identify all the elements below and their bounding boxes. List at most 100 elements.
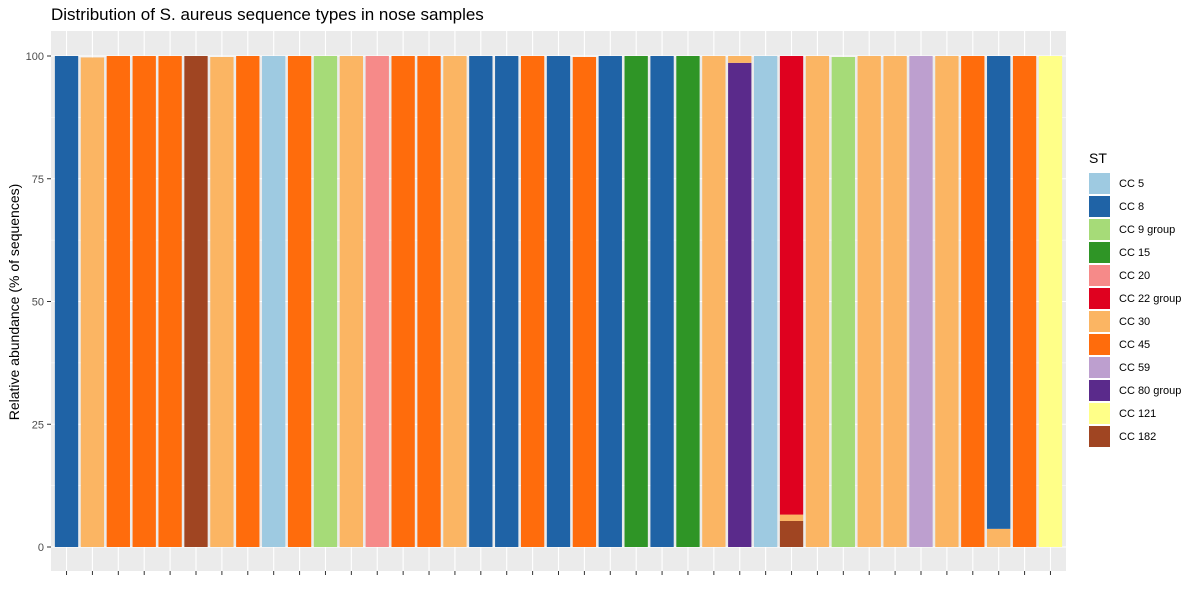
legend-swatch — [1089, 403, 1110, 424]
y-tick-label: 50 — [32, 297, 44, 309]
legend-item: CC 121 — [1089, 402, 1181, 425]
legend-item: CC 22 group — [1089, 287, 1181, 310]
legend-item: CC 30 — [1089, 310, 1181, 333]
legend-item: CC 59 — [1089, 356, 1181, 379]
chart-title: Distribution of S. aureus sequence types… — [51, 5, 484, 24]
legend-item: CC 8 — [1089, 195, 1181, 218]
bar-segment-cc-182 — [779, 520, 804, 547]
bar-segment-cc-30 — [857, 56, 881, 547]
bar-segment-cc-8 — [598, 56, 622, 547]
bar-segment-cc-30 — [883, 56, 907, 547]
bar-segment-cc-45 — [106, 56, 130, 547]
bar-26 — [702, 56, 726, 547]
bar-18 — [495, 56, 519, 547]
bar-32 — [857, 56, 881, 547]
bar-segment-cc-30 — [339, 56, 364, 547]
bar-segment-cc-30 — [702, 56, 726, 547]
bar-segment-cc-8 — [650, 56, 674, 547]
bar-29 — [779, 56, 804, 547]
bar-25 — [676, 56, 700, 547]
legend-item: CC 20 — [1089, 264, 1181, 287]
legend-item: CC 80 group — [1089, 379, 1181, 402]
bar-segment-cc-9-group — [313, 56, 338, 547]
bar-14 — [391, 56, 415, 547]
bar-segment-cc-9-group — [831, 56, 855, 548]
bar-17 — [469, 56, 493, 547]
bar-segment-cc-20 — [365, 56, 389, 547]
bar-segment-cc-5 — [753, 56, 778, 547]
legend-swatch — [1089, 334, 1110, 355]
bar-10 — [287, 56, 312, 547]
bar-segment-cc-45 — [236, 56, 260, 547]
bar-2 — [80, 57, 105, 548]
bar-7 — [210, 56, 234, 548]
legend-label: CC 20 — [1119, 269, 1151, 282]
bar-5 — [158, 56, 182, 547]
bar-segment-cc-30 — [728, 56, 752, 63]
legend-label: CC 9 group — [1119, 223, 1176, 236]
legend-label: CC 121 — [1119, 407, 1157, 420]
legend-swatch — [1089, 311, 1110, 332]
bar-segment-cc-45 — [158, 56, 182, 547]
bar-34 — [909, 56, 933, 547]
bar-13 — [365, 56, 389, 547]
legend-item: CC 5 — [1089, 172, 1181, 195]
bar-19 — [520, 56, 545, 547]
bar-36 — [961, 56, 985, 547]
legend-label: CC 59 — [1119, 361, 1151, 374]
y-tick-label: 0 — [38, 542, 44, 554]
legend-swatch — [1089, 219, 1110, 240]
bar-12 — [339, 56, 364, 547]
legend-item: CC 9 group — [1089, 218, 1181, 241]
bar-segment-cc-45 — [417, 56, 441, 547]
bar-31 — [831, 56, 855, 548]
bar-segment-cc-30 — [805, 56, 830, 547]
bar-segment-cc-45 — [391, 56, 415, 547]
legend-item: CC 182 — [1089, 425, 1181, 448]
bar-27 — [728, 56, 752, 548]
bar-segment-cc-30 — [779, 514, 804, 521]
bar-segment-cc-59 — [909, 56, 933, 547]
bar-segment-cc-15 — [676, 56, 700, 547]
bar-segment-cc-182 — [184, 56, 208, 547]
bar-segment-cc-5 — [262, 56, 286, 547]
bar-39 — [1038, 56, 1063, 547]
legend-label: CC 8 — [1119, 200, 1145, 213]
bar-segment-cc-8 — [546, 56, 571, 547]
bar-segment-cc-30 — [80, 57, 105, 548]
bar-1 — [54, 56, 79, 547]
legend-swatch — [1089, 242, 1110, 263]
bar-4 — [132, 56, 156, 547]
x-axis — [66, 571, 1051, 575]
bar-38 — [1012, 56, 1037, 547]
legend-swatch — [1089, 196, 1110, 217]
legend-swatch — [1089, 426, 1110, 447]
bar-22 — [598, 56, 622, 547]
bars — [54, 56, 1063, 548]
legend-swatch — [1089, 357, 1110, 378]
bar-6 — [184, 56, 208, 547]
legend-label: CC 5 — [1119, 177, 1145, 190]
bar-segment-cc-45 — [961, 56, 985, 547]
bar-20 — [546, 56, 571, 547]
bar-segment-cc-30 — [935, 56, 959, 547]
bar-3 — [106, 56, 130, 547]
legend-label: CC 22 group — [1119, 292, 1182, 305]
legend-label: CC 15 — [1119, 246, 1151, 259]
legend-swatch — [1089, 265, 1110, 286]
bar-37 — [987, 56, 1011, 547]
y-tick-label: 100 — [26, 51, 44, 63]
bar-9 — [262, 56, 286, 547]
bar-30 — [805, 56, 830, 547]
bar-21 — [572, 56, 597, 548]
bar-segment-cc-45 — [572, 56, 597, 548]
legend-item: CC 45 — [1089, 333, 1181, 356]
bar-segment-cc-22-group — [779, 56, 804, 515]
bar-35 — [935, 56, 959, 547]
bar-16 — [443, 56, 467, 547]
bar-23 — [624, 56, 648, 547]
legend-item: CC 15 — [1089, 241, 1181, 264]
legend: ST CC 5 CC 8 CC 9 group CC 15 CC 20 CC 22 gro… — [1089, 150, 1181, 448]
bar-segment-cc-8 — [469, 56, 493, 547]
